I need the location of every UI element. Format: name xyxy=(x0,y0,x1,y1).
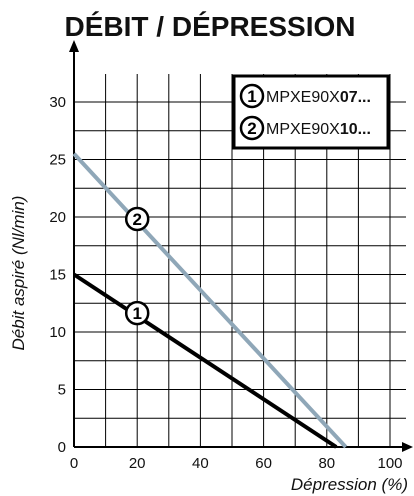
y-tick-label: 25 xyxy=(49,152,66,169)
series-marker-label: 2 xyxy=(132,210,141,229)
legend-marker-label: 1 xyxy=(247,87,256,106)
legend-entry: MPXE90X07... xyxy=(266,89,371,106)
series-line xyxy=(72,272,338,449)
legend-marker-label: 2 xyxy=(247,119,256,138)
x-tick-label: 60 xyxy=(255,455,272,472)
y-tick-label: 20 xyxy=(49,209,66,226)
series-marker xyxy=(124,300,150,326)
y-tick-label: 15 xyxy=(49,267,66,284)
series-marker xyxy=(124,206,150,232)
axes xyxy=(69,40,413,452)
y-axis-label: Débit aspiré (Nl/min) xyxy=(9,196,28,351)
x-axis-label: Dépression (%) xyxy=(291,475,408,494)
legend-marker xyxy=(239,83,265,109)
chart-title: DÉBIT / DÉPRESSION xyxy=(65,11,356,42)
y-tick-label: 0 xyxy=(58,439,66,456)
series-marker-label: 1 xyxy=(132,304,141,323)
tick-labels: 0 20 40 60 80 100 0 5 10 15 20 25 30 xyxy=(49,94,402,472)
y-tick-label: 30 xyxy=(49,94,66,111)
x-tick-label: 100 xyxy=(377,455,402,472)
legend-marker xyxy=(239,115,265,141)
legend-entry: MPXE90X10... xyxy=(266,121,371,138)
y-tick-label: 10 xyxy=(49,324,66,341)
y-tick-label: 5 xyxy=(58,382,66,399)
series-line xyxy=(72,152,348,449)
series-group: 12 xyxy=(72,152,348,449)
x-tick-label: 0 xyxy=(70,455,78,472)
x-tick-label: 40 xyxy=(192,455,209,472)
y-axis-arrow xyxy=(69,40,79,52)
x-tick-label: 20 xyxy=(129,455,146,472)
x-tick-label: 80 xyxy=(318,455,335,472)
legend: 1 MPXE90X07... 2 MPXE90X10... xyxy=(232,74,390,150)
x-axis-arrow xyxy=(402,442,413,452)
